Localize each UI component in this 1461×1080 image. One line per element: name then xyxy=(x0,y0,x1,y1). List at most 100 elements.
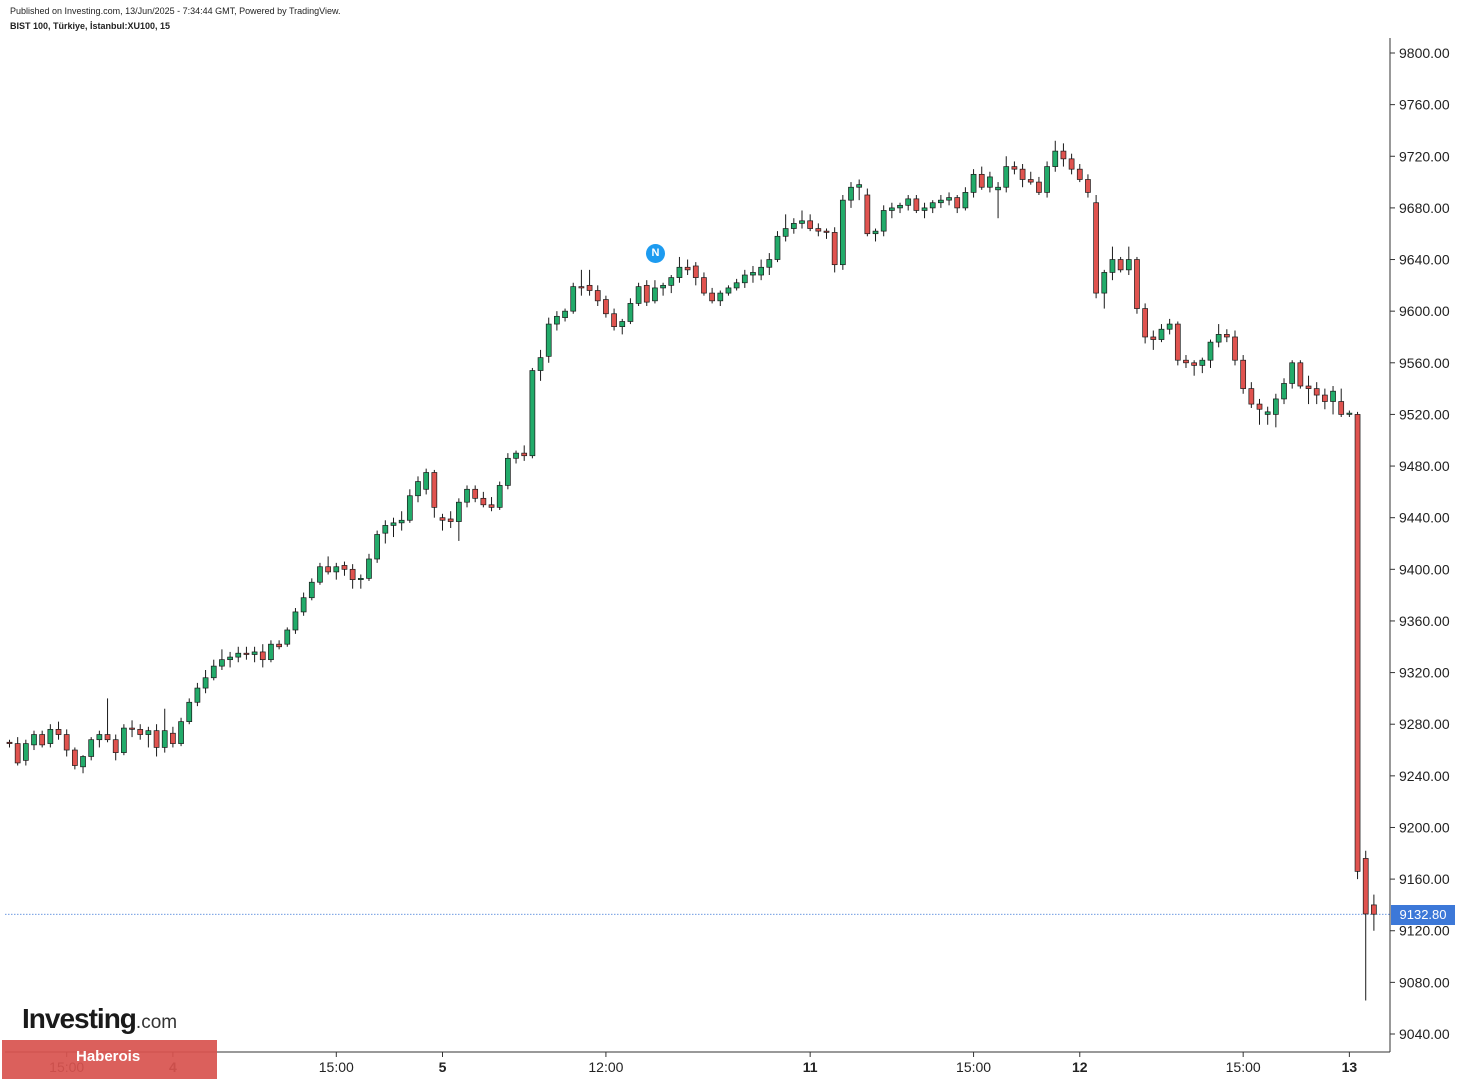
candle xyxy=(1076,164,1083,183)
candle-body xyxy=(1019,168,1026,180)
candle xyxy=(1150,330,1157,350)
candle-body xyxy=(357,578,364,580)
candle xyxy=(880,205,887,237)
candle xyxy=(938,194,944,208)
candle-body xyxy=(717,292,724,302)
candle-body xyxy=(921,207,928,211)
candle-body xyxy=(137,729,144,735)
candle-body xyxy=(905,198,912,206)
candle-body xyxy=(121,727,127,753)
candle-body xyxy=(750,272,756,276)
candle xyxy=(790,218,797,234)
candle-body xyxy=(1101,272,1108,294)
candle-body xyxy=(1371,904,1377,915)
candle xyxy=(292,608,299,634)
candle-body xyxy=(529,370,536,457)
candles-layer xyxy=(5,140,1390,1001)
candle xyxy=(1297,360,1304,389)
candle xyxy=(1027,171,1034,185)
candle xyxy=(80,755,86,774)
candle-body xyxy=(505,457,511,486)
candle xyxy=(684,259,691,276)
candle xyxy=(14,737,21,766)
y-tick-label: 9160.00 xyxy=(1399,871,1450,887)
candle xyxy=(1281,378,1287,405)
candle-body xyxy=(1330,390,1336,402)
candle-body xyxy=(268,643,274,661)
candle-body xyxy=(1346,412,1353,415)
candle xyxy=(1134,256,1140,314)
candle xyxy=(366,553,372,581)
candle xyxy=(913,194,920,214)
candle xyxy=(1223,329,1230,343)
candle xyxy=(848,182,854,208)
candle-body xyxy=(1142,308,1148,338)
candle-body xyxy=(1338,401,1345,415)
news-event-badge[interactable]: N xyxy=(646,244,665,263)
candle xyxy=(1346,410,1353,418)
candle xyxy=(1109,246,1116,281)
candle xyxy=(284,627,291,647)
candle xyxy=(112,734,119,761)
candle-body xyxy=(774,235,781,260)
logo-suffix-text: .com xyxy=(135,1012,178,1033)
y-tick-label: 9640.00 xyxy=(1399,252,1450,268)
published-caption: Published on Investing.com, 13/Jun/2025 … xyxy=(10,6,341,16)
x-tick-label: 12:00 xyxy=(588,1059,623,1075)
candle-body xyxy=(856,184,863,188)
y-tick-label: 9400.00 xyxy=(1399,561,1450,577)
candle-body xyxy=(374,534,380,560)
candle-body xyxy=(1191,362,1198,366)
candle xyxy=(251,646,258,663)
candle xyxy=(1264,406,1271,425)
candle-body xyxy=(202,677,209,689)
candle xyxy=(1322,388,1328,410)
candle-body xyxy=(300,597,307,613)
y-tick-label: 9120.00 xyxy=(1399,923,1450,939)
candle-body xyxy=(496,485,503,508)
candle-body xyxy=(406,495,413,521)
candle-body xyxy=(317,566,323,583)
candle-body xyxy=(684,266,691,271)
candle-body xyxy=(586,284,593,291)
x-tick-label: 15:00 xyxy=(1226,1059,1261,1075)
candle xyxy=(406,489,413,523)
candle xyxy=(995,182,1001,219)
candle xyxy=(766,253,773,276)
candle-body xyxy=(799,220,805,224)
candle xyxy=(545,317,552,363)
candle xyxy=(6,739,13,748)
candle xyxy=(529,367,536,459)
candle-body xyxy=(390,522,397,526)
logo-main-text: Investing xyxy=(22,1003,137,1034)
candle xyxy=(333,562,340,580)
candle-body xyxy=(398,519,405,524)
candle-body xyxy=(554,315,560,325)
candle xyxy=(178,717,184,747)
candle xyxy=(219,649,225,670)
candle xyxy=(268,640,274,663)
y-tick-label: 9600.00 xyxy=(1399,303,1450,319)
candle xyxy=(1174,321,1181,366)
candle xyxy=(521,445,528,461)
candle-body xyxy=(831,232,838,266)
candle xyxy=(1215,324,1222,348)
candle-body xyxy=(1166,323,1173,330)
candle xyxy=(374,530,380,563)
candle-body xyxy=(219,659,225,667)
candle xyxy=(709,287,715,304)
candle xyxy=(611,308,617,331)
candle xyxy=(921,202,928,219)
candle xyxy=(586,269,593,296)
candle xyxy=(480,491,487,508)
candle xyxy=(22,739,29,766)
investing-logo: Investing.com xyxy=(22,1003,177,1035)
candle-body xyxy=(112,739,119,753)
candle xyxy=(1117,256,1124,273)
candle-body xyxy=(22,743,29,761)
candle xyxy=(357,574,364,589)
candle xyxy=(970,169,977,198)
last-price-label: 9132.80 xyxy=(1391,905,1455,925)
candle xyxy=(815,223,822,237)
